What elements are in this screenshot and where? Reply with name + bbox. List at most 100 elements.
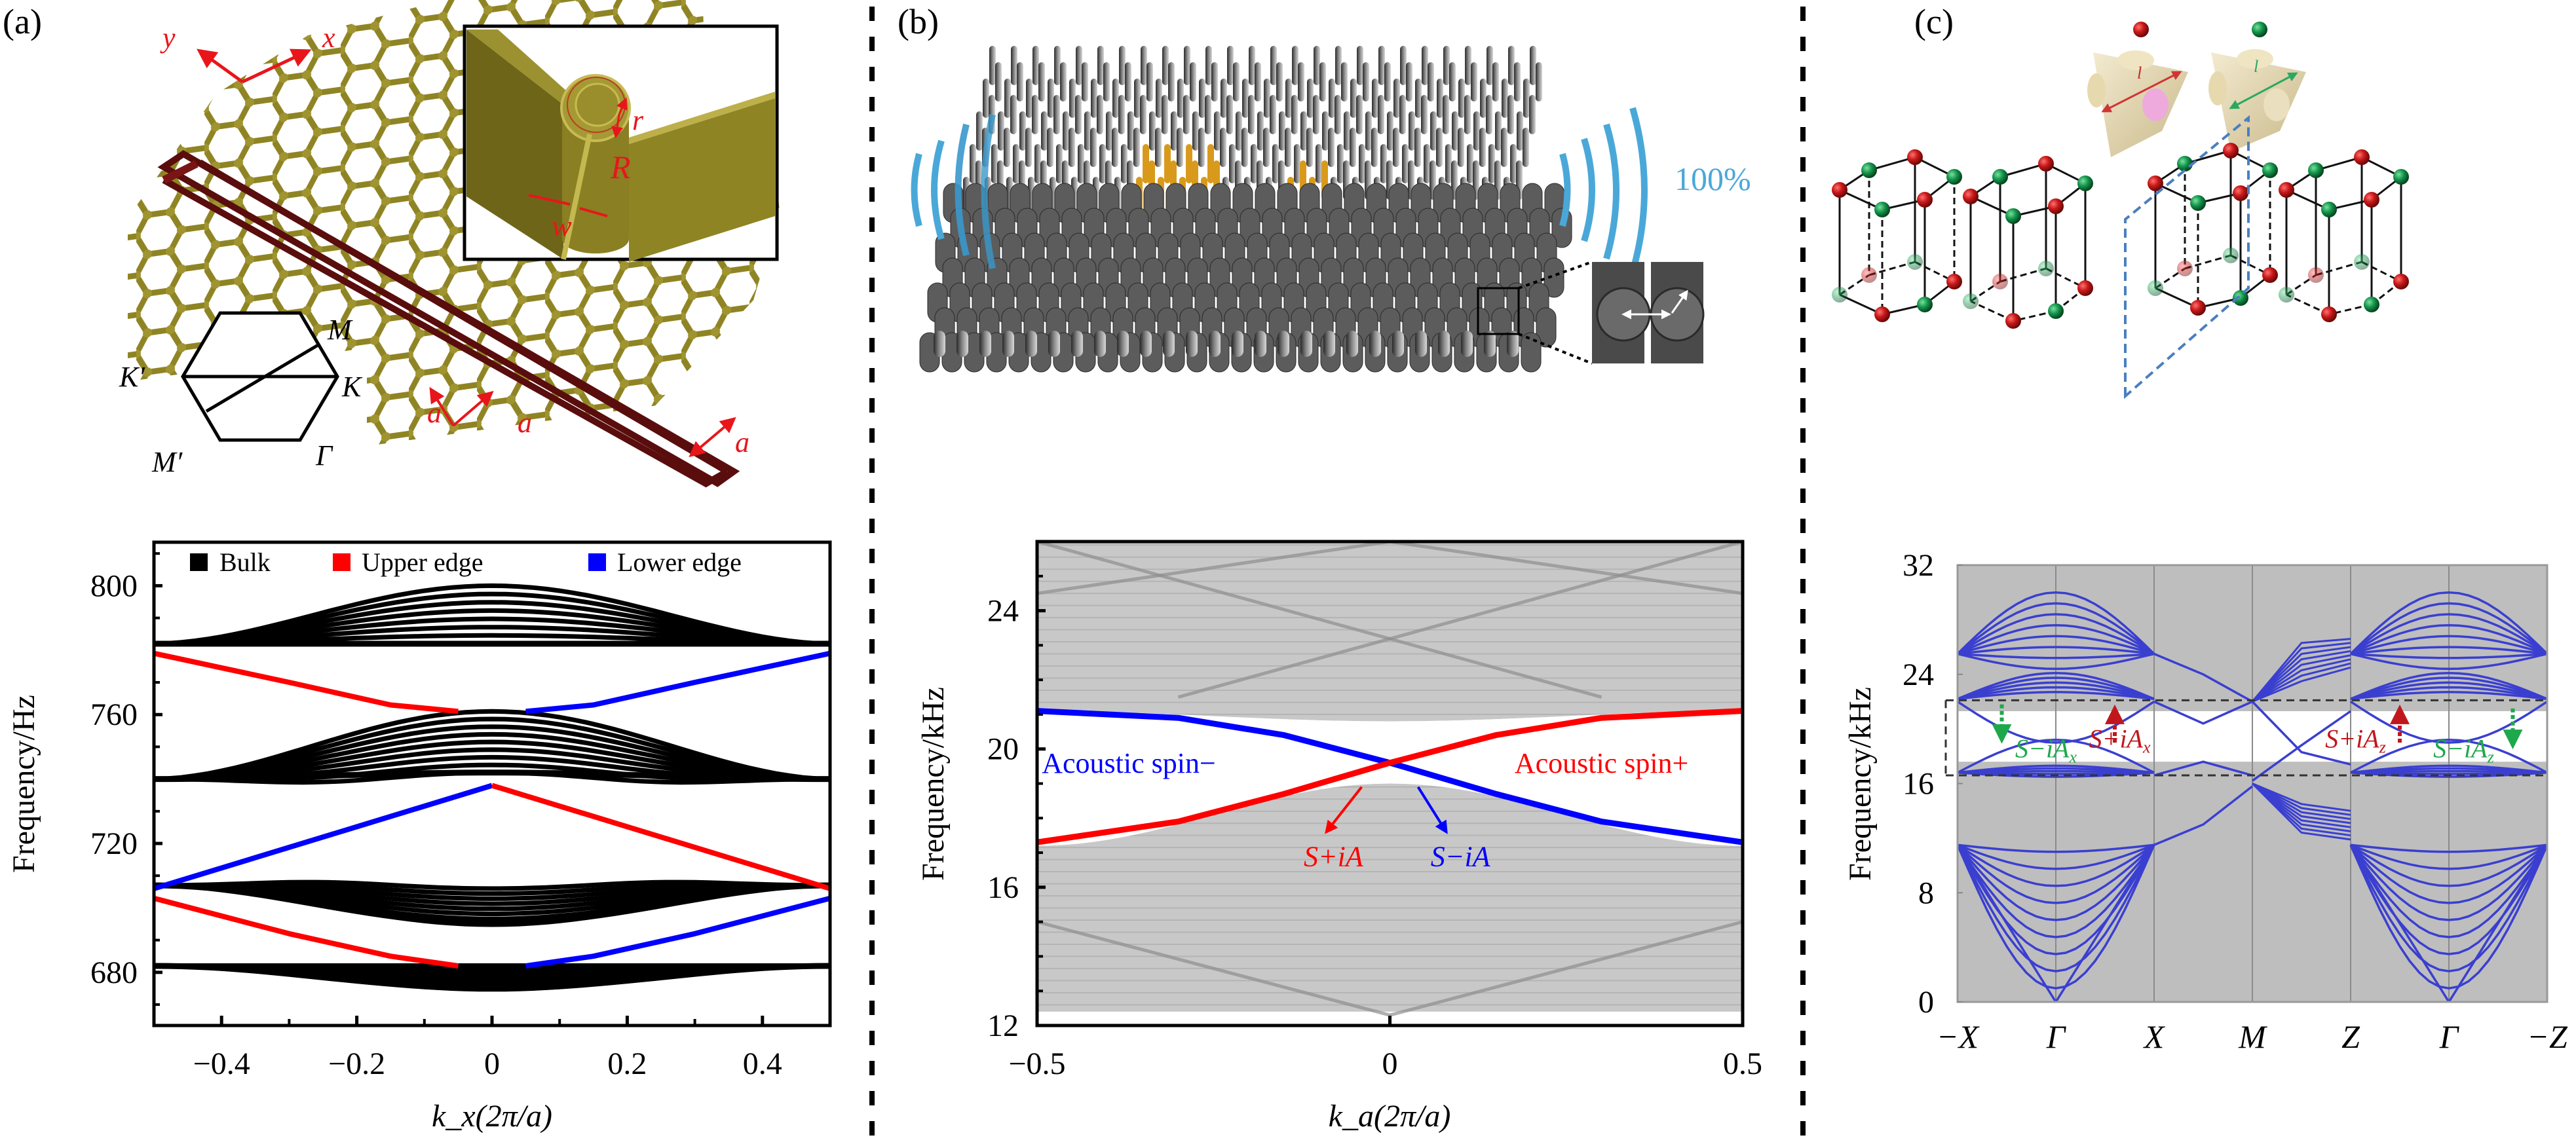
rod: [1069, 128, 1075, 167]
green-length-arrow: [2229, 72, 2298, 109]
rod: [1436, 128, 1443, 167]
hexagonal-lattice-3d: [1832, 143, 2409, 329]
rod-base: [1415, 331, 1427, 357]
bulk-band-upper: [2350, 623, 2547, 656]
bulk-band-lower: [2349, 844, 2547, 972]
rod: [1300, 111, 1307, 151]
supercell-outline: [157, 150, 740, 487]
rod: [1530, 46, 1536, 85]
rod: [1233, 62, 1240, 102]
rod: [1421, 95, 1428, 134]
rod: [1248, 95, 1255, 134]
green-atom: [2038, 261, 2054, 276]
rod: [1337, 144, 1344, 183]
rod: [1387, 111, 1393, 151]
rod: [1106, 111, 1112, 151]
bulk-band-line: [154, 739, 830, 782]
rod: [1350, 128, 1356, 167]
rod: [1424, 144, 1430, 183]
rod: [995, 62, 1002, 102]
rod: [1164, 144, 1171, 183]
edge-state-line: [525, 895, 830, 969]
connecting-band: [2153, 760, 2253, 777]
bulk-band-mid-upper: [1958, 686, 2155, 701]
wave-arc: [1581, 138, 1595, 242]
green-atom: [2308, 162, 2324, 178]
bulk-band-mid-upper: [1958, 691, 2155, 701]
rod-base: [1025, 331, 1037, 357]
phononic-crystal-schematic: 100%: [911, 46, 1751, 373]
slit-width-label: w: [552, 209, 572, 242]
green-atom: [1992, 169, 2008, 185]
x-category-label: −X: [1937, 1018, 1980, 1055]
lattice-vector-a1: [429, 386, 455, 427]
y-tick-label: 32: [1903, 548, 1934, 583]
x-category-label: Γ: [2439, 1018, 2460, 1055]
rod: [1443, 46, 1450, 85]
rod: [1251, 144, 1257, 183]
rod: [1121, 144, 1127, 183]
annotation-label: Acoustic spin−: [1042, 747, 1216, 779]
bulk-band-boundary: [154, 882, 830, 927]
rod: [1372, 79, 1378, 118]
rod-base: [1163, 331, 1175, 357]
bulk-band-upper: [2350, 646, 2547, 656]
rod: [1082, 62, 1088, 102]
rod: [1241, 128, 1248, 167]
rod: [1236, 111, 1242, 151]
rod: [1445, 144, 1452, 183]
connecting-band: [2252, 783, 2351, 812]
wave-arc: [1603, 123, 1619, 260]
bulk-band-mid-lower: [2350, 767, 2547, 774]
x-axis-label: x: [322, 22, 335, 54]
annotation-arrow: [1416, 786, 1448, 834]
bulk-band-upper: [1958, 652, 2155, 671]
rod: [1063, 111, 1069, 151]
plot-c: 0 8 16 24 32 −X Γ X M Z Γ −Z S−iAx S+iAx S+iAz S−iAz F…: [1843, 548, 2568, 1055]
green-atom: [2048, 303, 2064, 319]
rod: [1149, 111, 1156, 151]
rod: [1378, 95, 1384, 134]
rod-base: [1117, 331, 1129, 357]
block-port-front: [2263, 88, 2290, 121]
bulk-crossing-line: [1037, 920, 1391, 1017]
rod: [1112, 128, 1118, 167]
rod: [1529, 95, 1536, 134]
bz-label-gamma: Γ: [315, 439, 333, 471]
rod-base: [1186, 331, 1198, 357]
rod: [1285, 79, 1292, 118]
bz-label-m-prime: M′: [151, 446, 183, 478]
bulk-band-lower: [2350, 843, 2547, 853]
bulk-band-lower: [2349, 844, 2547, 921]
x-tick-label: −0.2: [328, 1046, 385, 1081]
rod: [1291, 95, 1298, 134]
bulk-band-line: [154, 731, 830, 782]
green-atom: [2364, 297, 2379, 312]
red-atom: [1907, 149, 1923, 165]
rod: [1034, 144, 1041, 183]
green-atom: [2279, 287, 2294, 303]
connecting-band: [2251, 638, 2351, 703]
green-atom: [2077, 176, 2093, 191]
lattice-bond: [1868, 156, 1916, 172]
x-tick-label: 0.4: [743, 1046, 782, 1081]
green-atom: [1874, 202, 1890, 217]
connecting-band: [2153, 785, 2254, 846]
bulk-band-lower: [1958, 844, 2155, 989]
block-port-top: [2237, 49, 2273, 69]
bulk-band-lower: [1958, 844, 2155, 921]
bulk-region-lower: [1037, 783, 1743, 1012]
rod: [1119, 46, 1126, 85]
lattice-bond: [2286, 293, 2330, 316]
panel-divider-left: [869, 7, 875, 1146]
honeycomb-lattice-schematic: y x r R w a a a: [119, 0, 780, 488]
rod: [1415, 79, 1422, 118]
rod: [1133, 128, 1140, 167]
bulk-band-lower: [1958, 844, 2155, 938]
edge-states-b: [1037, 708, 1743, 845]
panel-divider-right: [1800, 7, 1806, 1146]
annotation-label: S−iAz: [2433, 733, 2494, 766]
rod: [1371, 128, 1378, 167]
lattice-bond: [2184, 254, 2231, 270]
rod: [1069, 79, 1076, 118]
